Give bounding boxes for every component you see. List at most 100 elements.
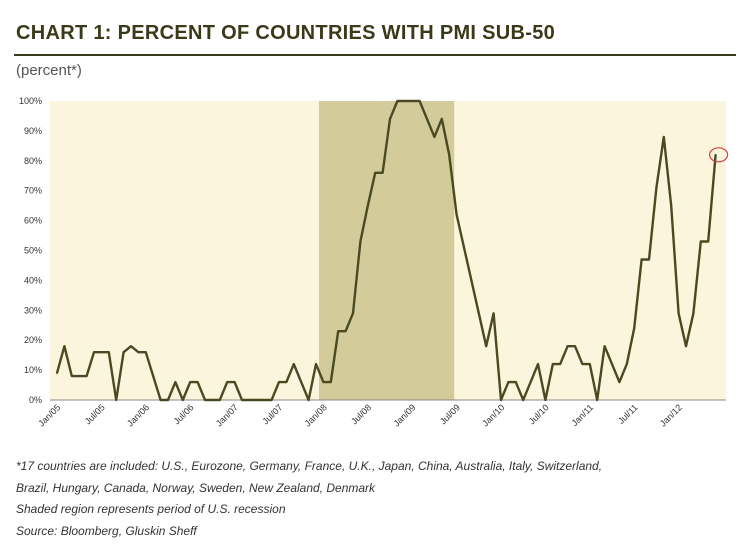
data-point [640,258,643,261]
y-tick-label: 50% [24,246,42,256]
data-point [300,381,303,383]
y-tick-label: 40% [24,275,42,285]
data-point [137,351,140,354]
y-tick-label: 20% [24,335,42,345]
chart-title: CHART 1: PERCENT OF COUNTRIES WITH PMI S… [16,22,556,44]
data-point [322,381,325,383]
data-point [411,100,414,102]
data-point [692,312,695,315]
data-point [85,375,88,377]
data-point [307,399,310,401]
data-point [625,363,628,365]
data-point [204,399,206,401]
data-point [189,381,192,383]
data-point [241,399,243,401]
x-tick-label: Jul/07 [260,402,284,426]
data-point [167,399,169,401]
data-point [337,330,340,333]
data-point [278,381,280,383]
data-point [507,381,510,383]
data-point [263,399,266,401]
data-point [211,399,214,401]
data-point [477,312,480,315]
data-point [403,100,406,102]
y-tick-label: 90% [24,126,42,136]
data-point [344,330,347,333]
data-point [196,381,199,383]
data-point [551,363,554,365]
data-point [130,345,132,348]
data-point [233,381,236,383]
data-point [56,372,58,374]
data-point [603,345,606,348]
data-point [655,186,658,189]
y-tick-label: 10% [24,365,42,375]
data-point [174,381,177,383]
data-point [100,351,103,354]
footnote-source: Source: Bloomberg, Gluskin Sheff [16,523,197,538]
x-tick-label: Jul/06 [172,402,196,426]
data-point [70,375,73,377]
data-point [485,345,488,348]
x-tick-label: Jul/09 [438,402,462,426]
y-tick-label: 0% [29,395,42,405]
data-point [611,363,613,365]
data-point [78,375,81,377]
x-tick-label: Jan/12 [658,402,684,428]
data-point [255,399,258,401]
x-tick-label: Jan/08 [303,402,329,428]
data-point [581,363,584,365]
data-point [566,345,569,348]
data-point [596,399,599,401]
data-point [714,153,717,156]
data-point [329,381,332,383]
x-tick-label: Jul/10 [527,402,551,426]
data-point [633,327,636,330]
x-tick-label: Jan/11 [570,402,596,428]
data-point [218,399,221,401]
data-point [248,399,251,401]
data-point [463,246,465,249]
line-chart: 0% 10% 20% 30% 40% 50% 60% 70% 80% 90% 100% Jan/05… [19,96,729,429]
data-point [366,204,369,207]
data-point [544,399,547,401]
data-points [56,100,717,401]
x-tick-label: Jan/09 [391,402,417,428]
data-point [285,381,288,383]
y-tick-label: 100% [19,96,42,106]
data-point [270,399,273,401]
y-tick-label: 30% [24,305,42,315]
x-tick-label: Jan/05 [36,402,62,428]
x-tick-label: Jul/11 [616,402,640,426]
data-point [470,279,473,282]
data-point [381,171,384,174]
data-point [677,312,680,315]
data-point [500,399,502,401]
data-point [152,375,155,377]
data-point [492,312,495,315]
data-point [699,240,702,243]
data-point [522,399,525,401]
data-point [670,204,673,207]
data-point [389,118,391,120]
data-point [181,399,184,401]
data-point [115,399,118,401]
data-point [662,136,665,138]
data-point [514,381,517,383]
data-point [426,118,428,120]
x-tick-label: Jul/05 [83,402,107,426]
footnotes: *17 countries are included: U.S., Eurozo… [16,456,736,542]
chart-subtitle: (percent*) [16,62,82,79]
footnote-countries-cont: Brazil, Hungary, Canada, Norway, Sweden,… [16,480,376,495]
data-point [315,363,317,365]
data-point [433,136,436,138]
data-point [374,171,377,174]
data-point [292,363,295,365]
data-point [648,258,650,261]
y-tick-label: 80% [24,156,42,166]
data-point [685,345,687,348]
data-point [107,351,110,354]
x-tick-label: Jan/06 [125,402,151,428]
data-point [529,381,532,383]
footnote-shading: Shaded region represents period of U.S. … [16,502,286,516]
